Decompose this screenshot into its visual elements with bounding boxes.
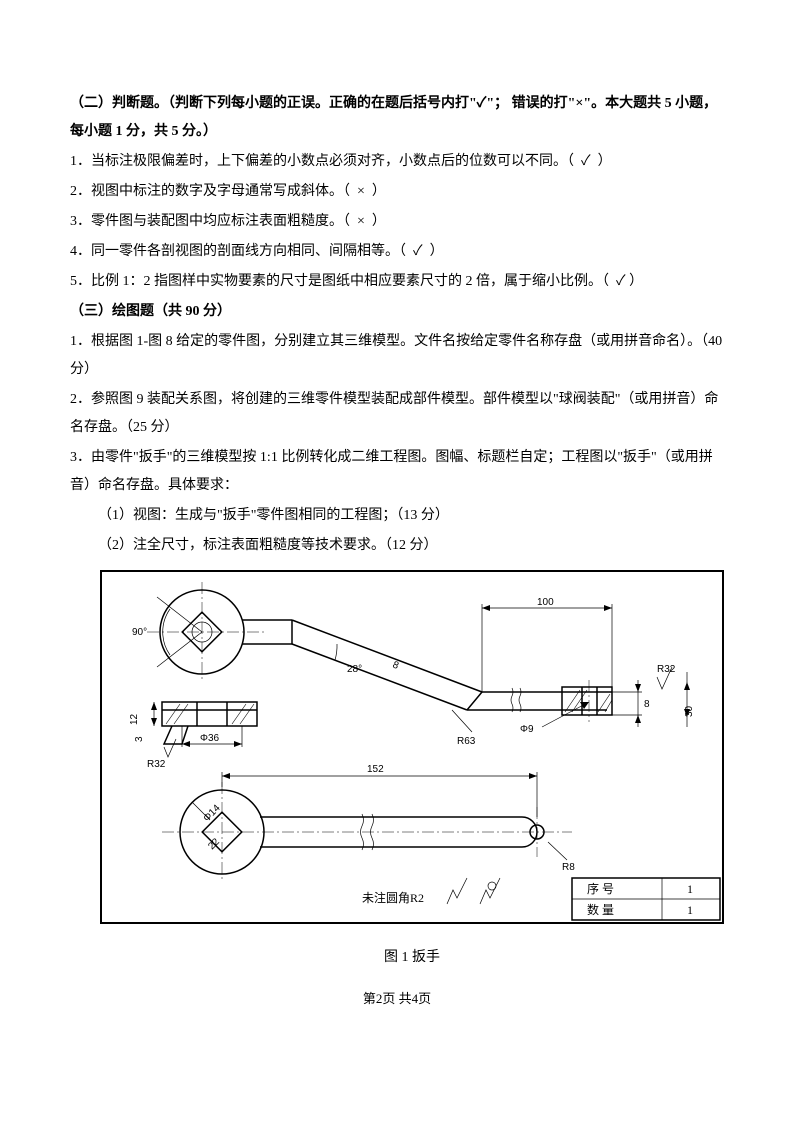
title-block: 序 号 1 数 量 1 xyxy=(572,878,720,920)
q2-5: 5．比例 1：2 指图样中实物要素的尺寸是图纸中相应要素尺寸的 2 倍，属于缩小… xyxy=(70,268,724,296)
section3-title: （三）绘图题（共 90 分） xyxy=(70,298,724,326)
dim-phi36: Φ36 xyxy=(200,733,220,744)
dim-r32a: R32 xyxy=(657,664,676,675)
dim-phi9: Φ9 xyxy=(520,724,534,735)
dim-28: 28° xyxy=(347,664,362,675)
fig-note: 未注圆角R2 xyxy=(362,890,424,905)
dim-100: 100 xyxy=(537,597,554,608)
dim-r63: R63 xyxy=(457,736,476,747)
q3-2: 2．参照图 9 装配关系图，将创建的三维零件模型装配成部件模型。部件模型以"球阀… xyxy=(70,386,724,442)
dim-8a: 8 xyxy=(391,660,401,672)
tb-r1c2: 1 xyxy=(687,882,693,896)
dim-phi14: Φ14 xyxy=(201,803,223,825)
dim-r8: R8 xyxy=(562,862,575,873)
q2-4: 4．同一零件各剖视图的剖面线方向相同、间隔相等。（ ✓ ） xyxy=(70,238,724,266)
dim-90: 90° xyxy=(132,627,147,638)
wrench-drawing: 90° 28° 8 xyxy=(102,572,722,922)
tb-r1c1: 序 号 xyxy=(587,881,614,896)
q2-1: 1．当标注极限偏差时，上下偏差的小数点必须对齐，小数点后的位数可以不同。（ ✓ … xyxy=(70,148,724,176)
dim-3: 3 xyxy=(134,736,145,742)
figure-caption: 图 1 扳手 xyxy=(100,944,724,972)
q3-1: 1．根据图 1-图 8 给定的零件图，分别建立其三维模型。文件名按给定零件名称存… xyxy=(70,328,724,384)
dim-8b: 8 xyxy=(644,699,650,710)
dim-12: 12 xyxy=(129,713,140,725)
q2-2: 2．视图中标注的数字及字母通常写成斜体。（ × ） xyxy=(70,178,724,206)
q2-3: 3．零件图与装配图中均应标注表面粗糙度。（ × ） xyxy=(70,208,724,236)
tb-r2c1: 数 量 xyxy=(587,902,614,917)
figure-1: 90° 28° 8 xyxy=(100,570,724,972)
page-footer: 第2页 共4页 xyxy=(70,986,724,1012)
dim-30: 30 xyxy=(684,705,695,717)
section2-title: （二）判断题。（判断下列每小题的正误。正确的在题后括号内打"✓"； 错误的打"×… xyxy=(70,90,724,146)
dim-152: 152 xyxy=(367,764,384,775)
figure-box: 90° 28° 8 xyxy=(100,570,724,924)
s2t-check: ✓ xyxy=(477,96,487,111)
q3-3: 3．由零件"扳手"的三维模型按 1:1 比例转化成二维工程图。图幅、标题栏自定；… xyxy=(70,444,724,500)
s2t-a: （二）判断题。（判断下列每小题的正误。正确的在题后括号内打" xyxy=(70,96,477,111)
q3-3-1: （1）视图：生成与"扳手"零件图相同的工程图；（13 分） xyxy=(70,502,724,530)
q3-3-2: （2）注全尺寸，标注表面粗糙度等技术要求。（12 分） xyxy=(70,532,724,560)
dim-r32b: R32 xyxy=(147,759,166,770)
tb-r2c2: 1 xyxy=(687,903,693,917)
